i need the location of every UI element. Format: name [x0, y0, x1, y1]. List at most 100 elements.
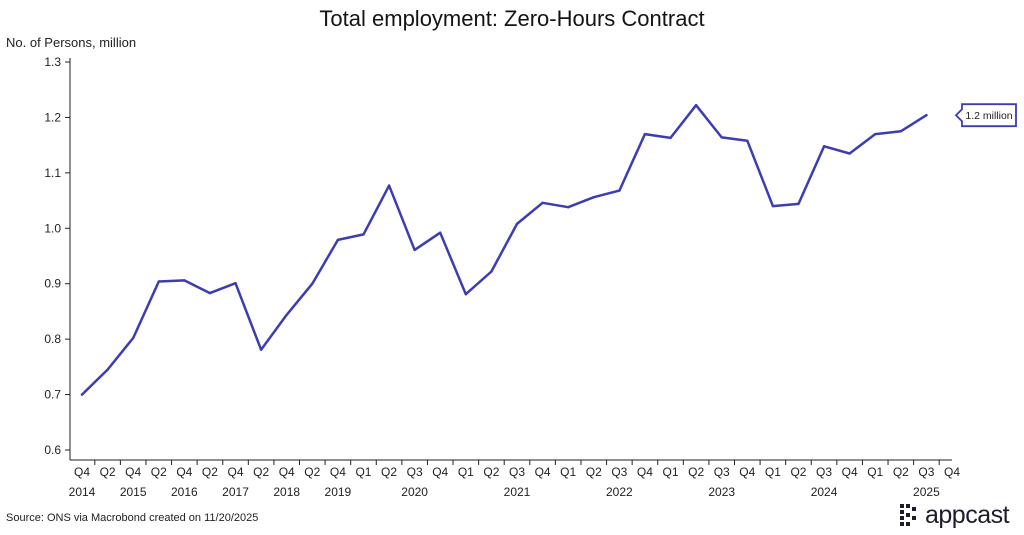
data-point: [490, 270, 493, 273]
data-point: [899, 130, 903, 133]
data-point: [413, 248, 416, 252]
data-point: [874, 132, 877, 136]
y-axis-label: No. of Persons, million: [6, 35, 137, 50]
y-tick-label: 1.2: [44, 110, 61, 124]
x-tick-label: Q2: [151, 465, 167, 479]
x-year-label: 2025: [913, 485, 940, 499]
x-tick-label: Q4: [535, 465, 551, 479]
data-point: [285, 313, 288, 316]
data-point: [208, 291, 212, 295]
data-point: [106, 368, 109, 371]
x-year-label: 2018: [273, 485, 300, 499]
y-tick-label: 1.1: [44, 166, 61, 180]
x-tick-label: Q1: [663, 465, 679, 479]
x-tick-label: Q4: [176, 465, 192, 479]
x-axis: Q4 2014 Q2 Q4 2015 Q2 Q4 2016 Q2 Q4 2017 Q2 Q4 2018 Q2…: [69, 459, 960, 499]
x-year-label: 2015: [120, 485, 147, 499]
x-tick-label: Q2: [381, 465, 397, 479]
x-tick-label: Q3: [407, 465, 423, 479]
x-year-label: 2014: [69, 485, 96, 499]
brand-logo: appcast: [900, 500, 1018, 530]
x-year-label: 2020: [401, 485, 428, 499]
x-tick-label: Q1: [355, 465, 371, 479]
data-point: [464, 293, 468, 296]
data-point: [336, 238, 340, 242]
y-tick-label: 1.0: [44, 221, 61, 235]
x-tick-label: Q3: [509, 465, 525, 479]
data-point: [592, 196, 595, 199]
data-point: [515, 222, 519, 226]
x-tick-label: Q4: [739, 465, 755, 479]
x-tick-label: Q3: [918, 465, 934, 479]
last-value-label: 1.2 million: [965, 110, 1012, 122]
data-point: [234, 281, 237, 285]
x-tick-label: Q1: [560, 465, 576, 479]
series-line: [80, 103, 928, 396]
x-tick-label: Q1: [867, 465, 883, 479]
x-tick-label: Q3: [816, 465, 832, 479]
data-point: [439, 231, 442, 234]
y-tick-label: 1.3: [44, 55, 61, 69]
source-note: Source: ONS via Macrobond created on 11/…: [6, 512, 259, 524]
x-tick-label: Q4: [432, 465, 448, 479]
x-tick-label: Q4: [279, 465, 295, 479]
x-year-label: 2023: [708, 485, 735, 499]
data-point: [797, 202, 800, 206]
data-point: [643, 132, 647, 136]
y-axis: 0.6 0.7 0.8 0.9 1.0 1.1 1.2 1.3: [44, 55, 71, 460]
data-point: [822, 145, 826, 148]
appcast-mark-icon: [900, 504, 916, 526]
x-tick-label: Q2: [483, 465, 499, 479]
data-point: [387, 184, 391, 187]
data-point: [848, 152, 851, 155]
y-tick-label: 0.9: [44, 277, 61, 291]
y-tick-label: 0.8: [44, 332, 61, 346]
data-point: [259, 348, 263, 351]
x-tick-label: Q4: [842, 465, 858, 479]
x-tick-label: Q2: [100, 465, 116, 479]
x-tick-label: Q4: [125, 465, 141, 479]
data-point: [80, 393, 84, 396]
x-tick-label: Q4: [228, 465, 244, 479]
y-tick-label: 0.6: [44, 443, 61, 457]
data-point: [362, 233, 365, 236]
data-point: [311, 282, 314, 285]
y-tick-label: 0.7: [44, 388, 61, 402]
data-point: [157, 280, 160, 283]
x-tick-label: Q4: [74, 465, 90, 479]
data-point: [669, 136, 672, 140]
x-tick-label: Q4: [330, 465, 346, 479]
brand-name: appcast: [925, 500, 1010, 529]
x-tick-label: Q2: [202, 465, 218, 479]
chart-title: Total employment: Zero-Hours Contract: [319, 6, 705, 31]
x-tick-label: Q4: [637, 465, 653, 479]
data-point: [694, 104, 698, 107]
series-layer: [80, 103, 928, 396]
data-point: [618, 189, 621, 192]
x-tick-label: Q2: [304, 465, 320, 479]
x-tick-label: Q2: [688, 465, 704, 479]
x-year-label: 2016: [171, 485, 198, 499]
last-value-tag: [954, 103, 1017, 128]
data-point: [183, 279, 186, 282]
x-tick-label: Q3: [611, 465, 627, 479]
x-year-label: 2019: [325, 485, 352, 499]
data-point: [925, 114, 928, 117]
data-point: [771, 204, 775, 208]
x-tick-label: Q1: [458, 465, 474, 479]
data-point: [720, 136, 723, 139]
annotation-layer: 1.2 million: [954, 103, 1017, 128]
x-tick-label: Q2: [586, 465, 602, 479]
x-tick-label: Q3: [714, 465, 730, 479]
data-point: [541, 201, 544, 204]
data-point: [131, 336, 135, 340]
x-tick-label: Q1: [765, 465, 781, 479]
x-year-label: 2017: [222, 485, 249, 499]
x-tick-label: Q2: [253, 465, 269, 479]
x-tick-label: Q2: [893, 465, 909, 479]
x-tick-label: Q4: [944, 465, 960, 479]
x-year-label: 2021: [504, 485, 531, 499]
x-year-label: 2022: [606, 485, 633, 499]
x-year-label: 2024: [811, 485, 838, 499]
